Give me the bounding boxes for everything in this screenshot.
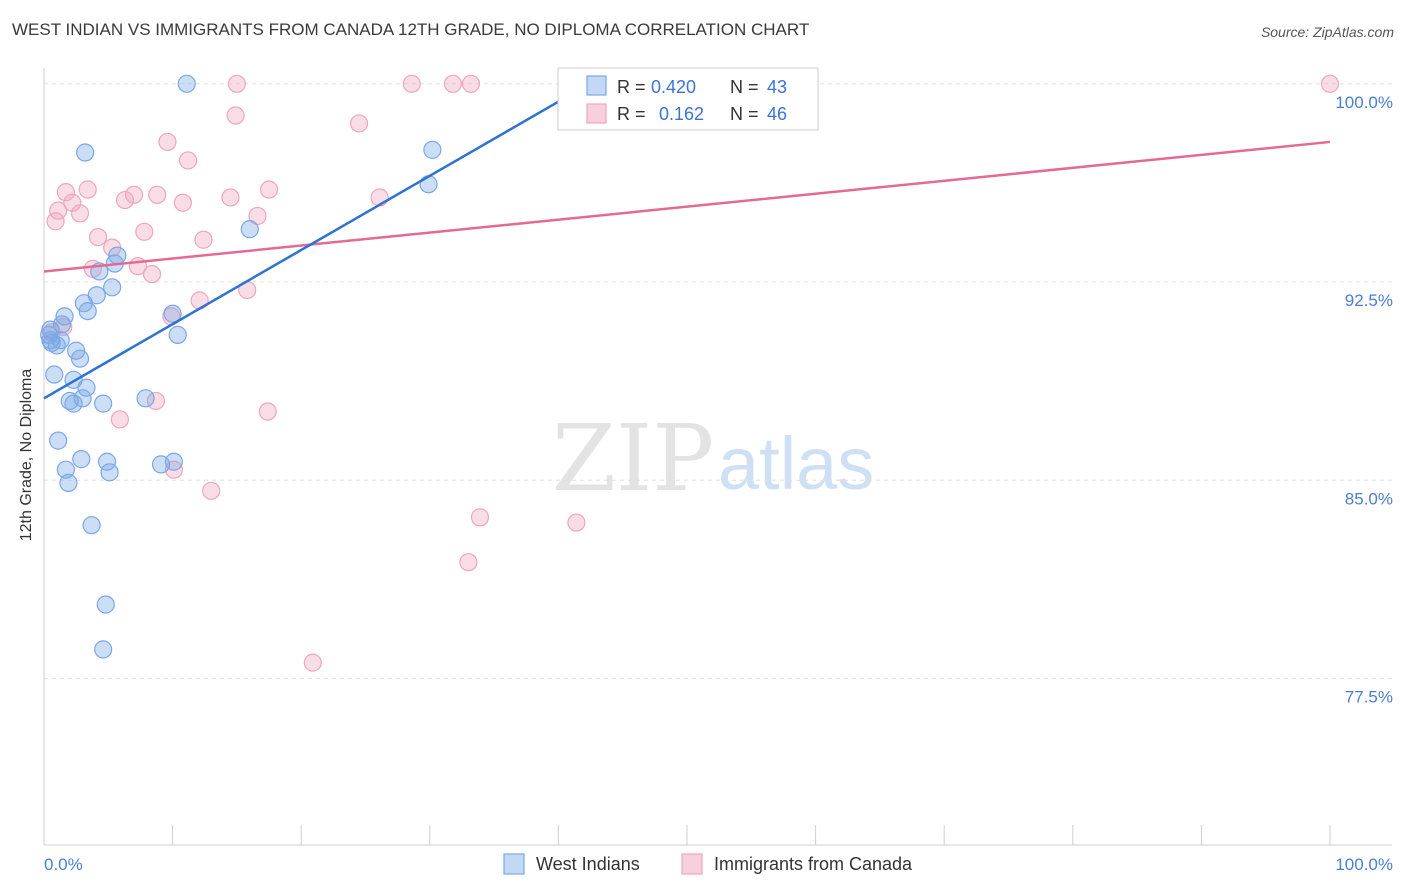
data-point-west-indians: [56, 460, 75, 479]
data-point-west-indians: [240, 220, 259, 239]
data-point-immigrants-from-canada: [194, 230, 213, 249]
y-tick-label: 77.5%: [1345, 687, 1393, 706]
x-tick-label: 100.0%: [1335, 855, 1393, 874]
data-point-immigrants-from-canada: [402, 74, 421, 93]
data-point-west-indians: [59, 473, 78, 492]
y-tick-label: 100.0%: [1335, 93, 1393, 112]
data-point-west-indians: [76, 143, 95, 162]
data-point-immigrants-from-canada: [443, 74, 463, 93]
data-point-west-indians: [94, 394, 113, 413]
data-point-west-indians: [64, 394, 83, 413]
y-tick-label: 85.0%: [1345, 489, 1393, 508]
series-legend-swatch-pink: [681, 853, 703, 875]
data-point-immigrants-from-canada: [1320, 74, 1340, 93]
data-point-immigrants-from-canada: [470, 508, 490, 527]
data-point-west-indians: [45, 365, 64, 384]
data-point-immigrants-from-canada: [110, 410, 129, 429]
watermark-zip: ZIP: [552, 405, 714, 512]
data-point-west-indians: [103, 278, 122, 297]
data-point-immigrants-from-canada: [303, 653, 322, 672]
data-point-immigrants-from-canada: [124, 185, 144, 204]
watermark-atlas: atlas: [718, 422, 874, 505]
data-point-west-indians: [70, 349, 90, 368]
legend-r-label-pink: R =: [617, 104, 646, 124]
data-point-immigrants-from-canada: [142, 264, 162, 284]
chart-source: Source: ZipAtlas.com: [1260, 24, 1394, 40]
data-point-immigrants-from-canada: [148, 185, 167, 204]
data-point-immigrants-from-canada: [227, 74, 246, 93]
data-point-west-indians: [77, 378, 96, 397]
series-legend: West Indians Immigrants from Canada: [503, 853, 913, 875]
data-point-west-indians: [163, 304, 182, 323]
data-point-immigrants-from-canada: [115, 190, 135, 210]
data-point-west-indians: [97, 452, 117, 471]
legend-n-label-blue: N =: [730, 77, 759, 97]
data-point-west-indians: [42, 333, 61, 352]
legend-r-label-blue: R =: [617, 77, 646, 97]
data-point-west-indians: [168, 325, 187, 344]
data-point-west-indians: [136, 389, 155, 408]
series-legend-label-blue: West Indians: [536, 854, 640, 874]
y-tick-label: 92.5%: [1345, 291, 1393, 310]
data-point-west-indians: [423, 140, 442, 159]
series-legend-label-pink: Immigrants from Canada: [714, 854, 913, 874]
chart-title: WEST INDIAN VS IMMIGRANTS FROM CANADA 12…: [12, 20, 810, 39]
data-point-west-indians: [164, 452, 183, 471]
data-point-immigrants-from-canada: [459, 553, 478, 572]
trend-line-immigrants-from-canada: [43, 140, 1331, 273]
data-point-west-indians: [100, 463, 119, 482]
data-point-west-indians: [177, 74, 196, 93]
data-point-west-indians: [94, 640, 113, 659]
data-point-immigrants-from-canada: [158, 132, 177, 152]
legend-r-value-pink: 0.162: [659, 104, 704, 124]
data-point-immigrants-from-canada: [221, 188, 240, 207]
data-point-immigrants-from-canada: [46, 212, 65, 231]
data-point-immigrants-from-canada: [226, 106, 245, 125]
legend-n-label-pink: N =: [730, 104, 759, 124]
data-point-immigrants-from-canada: [567, 513, 586, 532]
data-point-immigrants-from-canada: [202, 481, 221, 500]
data-point-immigrants-from-canada: [349, 114, 369, 133]
legend-swatch-pink: [586, 103, 607, 124]
x-tick-label: 0.0%: [44, 855, 83, 874]
data-point-west-indians: [73, 389, 92, 408]
data-point-immigrants-from-canada: [56, 183, 75, 202]
data-point-immigrants-from-canada: [49, 201, 68, 220]
legend-r-value-blue: 0.420: [651, 77, 696, 97]
data-point-immigrants-from-canada: [70, 204, 90, 223]
data-point-immigrants-from-canada: [461, 74, 481, 93]
trend-line-west-indians: [43, 87, 581, 400]
legend-swatch-blue: [586, 75, 607, 96]
series-legend-swatch-blue: [503, 853, 525, 875]
data-point-west-indians: [96, 595, 115, 614]
data-point-west-indians: [72, 450, 91, 469]
data-point-immigrants-from-canada: [135, 222, 154, 241]
data-point-west-indians: [49, 431, 68, 450]
data-point-west-indians: [78, 301, 97, 321]
data-point-west-indians: [419, 175, 438, 194]
legend-n-value-blue: 43: [767, 77, 787, 97]
legend-n-value-pink: 46: [767, 104, 787, 124]
data-point-immigrants-from-canada: [88, 227, 108, 247]
data-point-immigrants-from-canada: [146, 391, 165, 411]
stats-legend: R = 0.420 N = 43 R = 0.162 N = 46: [557, 67, 819, 131]
data-point-immigrants-from-canada: [259, 180, 279, 199]
data-point-immigrants-from-canada: [178, 151, 198, 170]
data-point-immigrants-from-canada: [258, 402, 277, 421]
data-point-immigrants-from-canada: [173, 193, 192, 212]
data-point-west-indians: [52, 315, 72, 334]
data-point-immigrants-from-canada: [78, 180, 97, 199]
data-point-west-indians: [82, 516, 101, 535]
